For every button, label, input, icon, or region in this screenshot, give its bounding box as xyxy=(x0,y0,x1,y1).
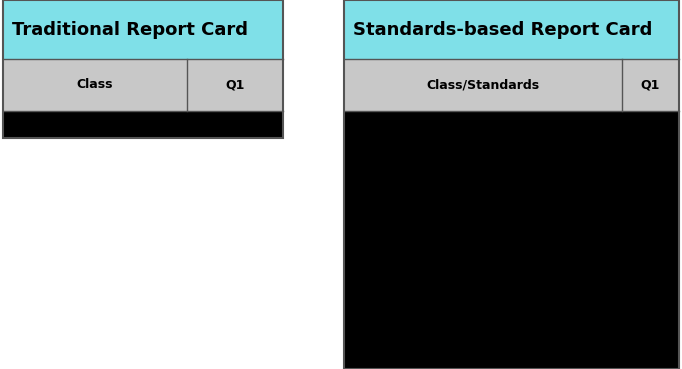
Text: Q1: Q1 xyxy=(225,78,244,92)
Bar xyxy=(3,59,283,111)
Text: Traditional Report Card: Traditional Report Card xyxy=(12,21,248,38)
Bar xyxy=(3,0,283,59)
Bar xyxy=(344,0,679,59)
Bar xyxy=(344,111,679,369)
Bar xyxy=(3,0,283,138)
Bar xyxy=(344,0,679,369)
Bar xyxy=(344,59,679,111)
Text: Class/Standards: Class/Standards xyxy=(426,78,539,92)
Bar xyxy=(3,111,283,138)
Text: Class: Class xyxy=(77,78,113,92)
Text: Standards-based Report Card: Standards-based Report Card xyxy=(353,21,652,38)
Text: Q1: Q1 xyxy=(640,78,660,92)
